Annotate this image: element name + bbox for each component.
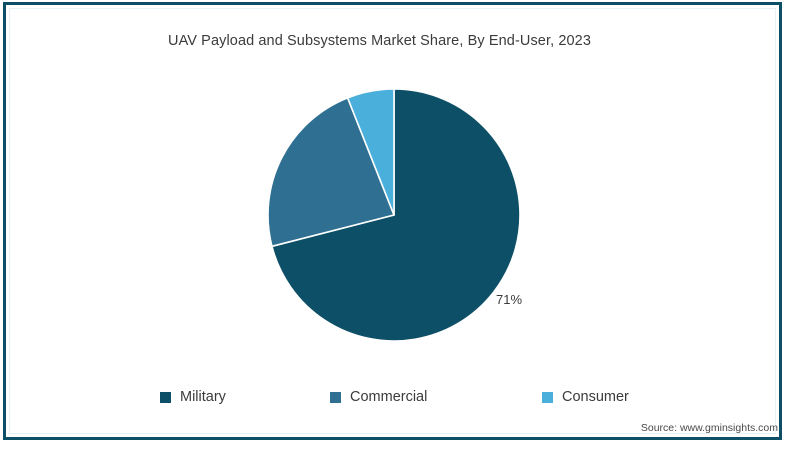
slice-data-label-military: 71%: [496, 292, 523, 307]
legend-swatch-consumer-icon: [542, 391, 553, 403]
legend-item-commercial[interactable]: Commercial: [330, 386, 427, 408]
legend-swatch-military-icon: [160, 391, 171, 403]
legend-label-consumer: Consumer: [562, 389, 629, 405]
legend-label-military: Military: [180, 389, 226, 405]
figure-border-frame: [3, 2, 782, 440]
page-title: UAV Payload and Subsystems Market Share,…: [168, 33, 592, 49]
legend-label-commercial: Commercial: [350, 389, 428, 405]
source-note: Source: www.gminsights.com: [640, 422, 778, 434]
figure-inner-rule: [9, 8, 776, 434]
legend-item-military[interactable]: Military: [160, 386, 226, 408]
legend: Military Commercial Consumer: [0, 386, 800, 408]
legend-item-consumer[interactable]: Consumer: [542, 386, 629, 408]
legend-swatch-commercial-icon: [330, 391, 341, 403]
